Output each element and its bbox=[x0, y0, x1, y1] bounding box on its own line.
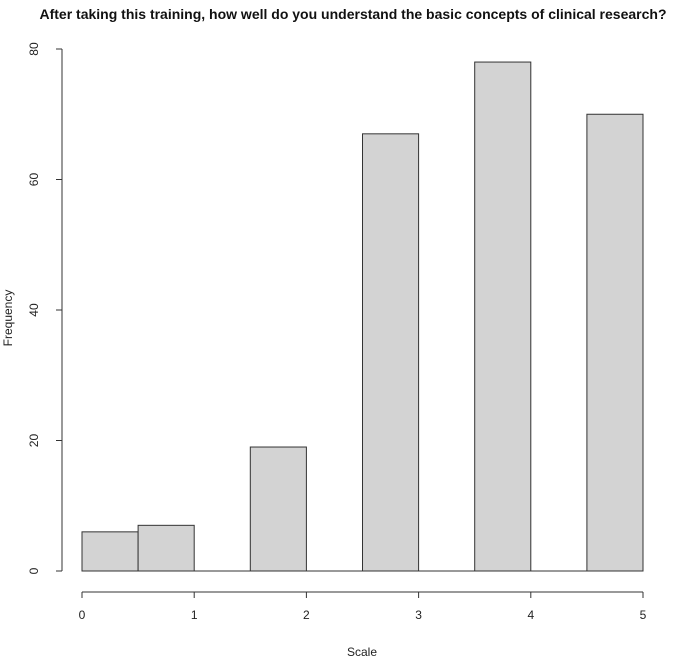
bars-group bbox=[81, 61, 644, 572]
x-tick-label-4: 4 bbox=[527, 608, 534, 622]
x-tick-label-3: 3 bbox=[415, 608, 422, 622]
x-axis: 0 1 2 3 4 5 bbox=[79, 591, 647, 622]
bar-7 bbox=[474, 61, 532, 572]
y-axis: 0 20 40 60 80 bbox=[27, 42, 63, 574]
chart-title: After taking this training, how well do … bbox=[39, 6, 666, 22]
bar-5 bbox=[362, 133, 420, 572]
x-axis-label: Scale bbox=[347, 645, 377, 659]
bar-3 bbox=[249, 446, 307, 572]
x-tick-label-1: 1 bbox=[191, 608, 198, 622]
y-axis-label: Frequency bbox=[1, 290, 15, 347]
bar-1 bbox=[137, 524, 195, 572]
y-tick-label-2: 40 bbox=[27, 303, 41, 317]
x-tick-label-0: 0 bbox=[79, 608, 86, 622]
y-tick-label-4: 80 bbox=[27, 42, 41, 56]
y-tick-label-0: 0 bbox=[27, 567, 41, 574]
y-tick-label-1: 20 bbox=[27, 434, 41, 448]
x-tick-label-2: 2 bbox=[303, 608, 310, 622]
y-tick-label-3: 60 bbox=[27, 173, 41, 187]
bar-0 bbox=[81, 531, 139, 572]
x-tick-label-5: 5 bbox=[640, 608, 647, 622]
bar-9 bbox=[586, 113, 644, 572]
